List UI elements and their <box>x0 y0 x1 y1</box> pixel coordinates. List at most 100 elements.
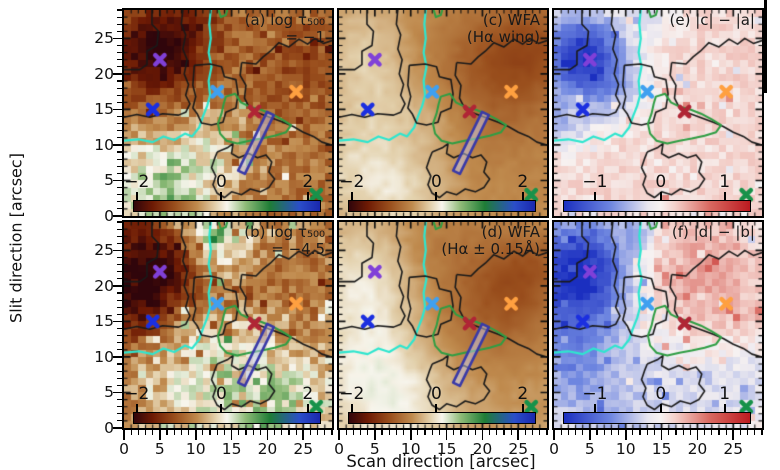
map-canvas-c <box>339 10 547 216</box>
y-axis-tickmark <box>117 256 122 259</box>
x-axis-tickmark <box>209 430 211 435</box>
y-axis-tickmark <box>117 172 122 174</box>
y-axis-tickmark <box>117 235 122 237</box>
x-axis-tickmark <box>166 430 168 435</box>
x-axis-tickmark <box>732 430 735 440</box>
y-axis-tick-label: 10 <box>94 135 114 154</box>
y-axis-tickmark <box>117 66 122 68</box>
x-axis-tickmark <box>668 430 670 435</box>
y-axis-tick-label: 25 <box>94 29 114 48</box>
y-axis-tickmark <box>117 363 122 365</box>
y-axis-tickmark <box>117 377 122 379</box>
x-axis-tickmark <box>624 430 627 440</box>
x-axis-tickmark <box>194 430 197 440</box>
y-axis-tickmark <box>117 278 122 280</box>
x-axis-tickmark <box>395 430 397 435</box>
x-axis-tickmark <box>445 430 448 440</box>
x-axis-tickmark <box>352 430 354 435</box>
y-axis-tickmark <box>117 299 122 301</box>
x-axis-label: Scan direction [arcsec] <box>346 452 536 470</box>
map-canvas-e <box>554 10 762 216</box>
y-axis-tickmark <box>117 130 122 132</box>
x-axis-tickmark <box>409 430 412 440</box>
x-axis-tick-label: 20 <box>472 440 493 458</box>
x-axis-tickmark <box>345 430 347 435</box>
y-axis-tick-label: 0 <box>104 207 114 225</box>
x-axis-tick-label: 15 <box>651 440 672 458</box>
y-axis-tick-label: 15 <box>94 312 114 331</box>
x-axis-tick-label: 10 <box>400 440 421 458</box>
x-axis-tickmark <box>144 430 147 435</box>
x-axis-tickmark <box>474 430 476 435</box>
x-axis-tickmark <box>252 430 254 435</box>
x-axis-tickmark <box>574 430 577 435</box>
x-axis-tickmark <box>216 430 218 435</box>
y-axis-tickmark <box>117 292 122 294</box>
y-axis-tickmark <box>117 165 122 167</box>
x-axis-tickmark <box>259 430 261 435</box>
y-axis-tickmark <box>117 201 122 203</box>
y-axis-tickmark <box>113 108 122 111</box>
y-axis-tickmark <box>113 356 122 358</box>
x-axis-tickmark <box>481 430 484 440</box>
x-axis-tickmark <box>453 430 455 435</box>
x-axis-tickmark <box>596 430 598 435</box>
y-axis-tickmark <box>117 228 122 230</box>
x-axis-tickmark <box>388 430 390 435</box>
y-axis-tickmark <box>117 306 122 308</box>
y-axis-tickmark <box>117 137 122 139</box>
y-axis-tickmark <box>117 327 122 330</box>
x-axis-tickmark <box>682 430 684 435</box>
x-axis-tickmark <box>496 430 498 435</box>
y-axis-tickmark <box>117 335 122 337</box>
x-axis-tick-label: 20 <box>687 440 708 458</box>
x-axis-tickmark <box>546 430 548 435</box>
crop-artifact-line <box>764 0 767 93</box>
x-axis-tickmark <box>173 430 175 435</box>
x-axis-tick-label: 25 <box>508 440 529 458</box>
x-axis-tickmark <box>431 430 433 435</box>
y-axis-tickmark <box>117 413 122 415</box>
x-axis-tickmark <box>373 430 376 440</box>
y-axis-tickmark <box>113 37 122 40</box>
x-axis-tick-label: 10 <box>185 440 206 458</box>
y-axis-tickmark <box>113 144 122 146</box>
x-axis-tickmark <box>223 430 225 435</box>
y-axis-tickmark <box>117 370 122 372</box>
x-axis-tick-label: 25 <box>293 440 314 458</box>
x-axis-tick-label: 20 <box>257 440 278 458</box>
y-axis-tick-label: 20 <box>94 276 114 295</box>
x-axis-tickmark <box>646 430 648 435</box>
y-axis-tickmark <box>117 384 122 386</box>
y-axis-tickmark <box>117 194 122 196</box>
x-axis-tickmark <box>510 430 512 435</box>
x-axis-tickmark <box>338 430 340 440</box>
x-axis-tickmark <box>725 430 727 435</box>
x-axis-tickmark <box>696 430 699 440</box>
y-axis-tickmark <box>117 420 122 422</box>
x-axis-tickmark <box>152 430 154 435</box>
y-axis-tick-label: 0 <box>104 419 114 437</box>
y-axis-tickmark <box>117 23 122 25</box>
x-axis-tickmark <box>137 430 139 435</box>
panel-a: (a) log τ₅₀₀ = −1 −2 0 2 <box>122 8 334 218</box>
y-axis-tickmark <box>117 59 122 61</box>
x-axis-tickmark <box>639 430 641 435</box>
x-axis-tickmark <box>460 430 462 435</box>
y-axis-tickmark <box>117 52 122 54</box>
panel-d: (d) WFA (Hα ± 0.15Å) −2 0 2 <box>337 220 549 430</box>
x-axis-tickmark <box>266 430 269 440</box>
y-axis-tickmark <box>117 342 122 344</box>
x-axis-tickmark <box>489 430 491 435</box>
x-axis-tickmark <box>567 430 569 435</box>
x-axis-tickmark <box>660 430 663 440</box>
y-axis-tickmark <box>117 208 122 210</box>
x-axis-tickmark <box>123 430 125 440</box>
x-axis-tick-label: 10 <box>615 440 636 458</box>
panel-f: (f) |d| − |b| −1 0 1 <box>552 220 764 430</box>
x-axis-tickmark <box>754 430 756 435</box>
x-axis-tickmark <box>560 430 562 435</box>
x-axis-tickmark <box>359 430 362 435</box>
x-axis-tick-label: 0 <box>549 440 559 458</box>
x-axis-tickmark <box>675 430 677 435</box>
